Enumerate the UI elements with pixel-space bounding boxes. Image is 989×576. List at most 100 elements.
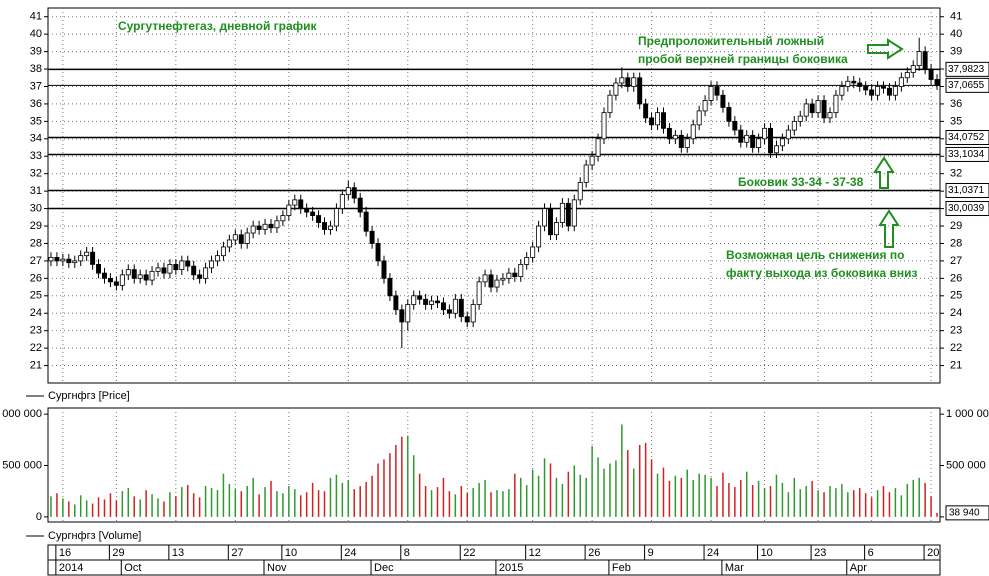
candle-body — [785, 129, 791, 140]
y-tick-label: 0 — [36, 511, 42, 523]
y-tick-label: 1 000 000 — [946, 408, 989, 420]
x-tick-label: 24 — [707, 547, 719, 559]
candle-body — [191, 265, 197, 276]
candle-body — [857, 82, 863, 87]
candle-body — [72, 260, 78, 264]
annotation: факту выхода из боковика вниз — [726, 266, 918, 280]
candle-body — [631, 77, 637, 87]
candle-body — [452, 298, 458, 314]
candle-body — [607, 94, 613, 114]
candle-body — [173, 263, 179, 271]
y-tick-label: 31 — [30, 185, 42, 197]
y-tick-label: 36 — [950, 98, 962, 110]
panel-label: Сургнфгз [Volume] — [48, 530, 141, 542]
candle-body — [916, 51, 922, 66]
level-label-box — [945, 130, 989, 146]
y-tick-label: 39 — [950, 46, 962, 58]
month-label: Apr — [850, 562, 867, 574]
y-tick-label: 36 — [30, 98, 42, 110]
candle-body — [292, 199, 298, 206]
candle-body — [571, 199, 577, 227]
y-tick-label: 25 — [950, 290, 962, 302]
candle-body — [494, 279, 500, 288]
annotation: Предпроложительный ложный — [638, 34, 824, 48]
candle-body — [280, 215, 286, 222]
candle-body — [744, 134, 750, 143]
candle-body — [286, 204, 292, 216]
candle-body — [119, 274, 125, 286]
candle-body — [66, 258, 72, 264]
candle-body — [637, 77, 643, 105]
price-panel — [47, 7, 941, 384]
candle-body — [197, 274, 203, 279]
candle-body — [214, 255, 220, 262]
candle-body — [381, 260, 387, 279]
candle-body — [107, 277, 113, 283]
last-volume-box — [945, 505, 989, 521]
y-tick-label: 41 — [950, 11, 962, 23]
y-tick-label: 24 — [30, 307, 42, 319]
y-tick-label: 34 — [30, 133, 42, 145]
x-tick-label: 10 — [285, 547, 297, 559]
y-tick-label: 30 — [30, 202, 42, 214]
candle-body — [548, 208, 553, 236]
candle-body — [696, 110, 702, 126]
candle-body — [565, 202, 571, 227]
x-tick-label: 9 — [648, 547, 654, 559]
candle-body — [155, 267, 161, 272]
candle-body — [827, 112, 833, 119]
candle-body — [244, 232, 250, 244]
level-label: 31,0371 — [948, 185, 985, 196]
x-tick-label: 13 — [172, 547, 184, 559]
candle-body — [363, 211, 369, 232]
level-label-box — [945, 201, 989, 217]
candle-body — [488, 274, 494, 288]
candle-body — [238, 234, 244, 244]
x-tick-label: 12 — [529, 547, 541, 559]
candle-body — [429, 300, 435, 305]
y-tick-label: 32 — [950, 168, 962, 180]
candle-body — [102, 272, 107, 279]
candle-body — [232, 234, 238, 241]
y-tick-label: 1 000 000 — [0, 408, 42, 420]
candle-body — [262, 223, 268, 230]
candle-body — [411, 295, 417, 305]
candle-body — [506, 272, 512, 279]
candle-body — [357, 197, 363, 213]
candle-body — [316, 215, 322, 223]
annotation: Сургутнефтегаз, дневной график — [118, 19, 318, 33]
candle-body — [209, 260, 215, 269]
candle-body — [881, 86, 886, 89]
candle-body — [333, 208, 339, 227]
arrow-right — [867, 38, 904, 60]
x-tick-label: 29 — [112, 547, 124, 559]
arrow-up — [873, 156, 895, 189]
candle-body — [672, 134, 678, 140]
candle-body — [738, 129, 744, 143]
y-tick-label: 25 — [30, 290, 42, 302]
y-tick-label: 27 — [30, 255, 42, 267]
x-tick-label: 8 — [404, 547, 410, 559]
candle-body — [220, 246, 226, 257]
y-tick-label: 22 — [950, 342, 962, 354]
candle-body — [179, 260, 185, 271]
candle-body — [922, 51, 928, 70]
level-label: 37,9823 — [948, 64, 985, 75]
candle-body — [708, 86, 714, 101]
candle-body — [666, 127, 672, 140]
candle-body — [440, 302, 446, 311]
arrow-up — [878, 209, 900, 248]
y-tick-label: 26 — [950, 272, 962, 284]
candle-body — [375, 243, 381, 262]
candle-body — [399, 309, 405, 323]
candle-body — [78, 255, 84, 262]
candle-body — [839, 86, 845, 96]
candle-body — [779, 138, 785, 147]
candle-body — [553, 222, 559, 236]
candle-body — [619, 77, 625, 84]
candle-body — [928, 68, 934, 80]
candle-body — [256, 225, 262, 230]
annotation: пробой верхней границы боковика — [638, 52, 848, 66]
y-tick-label: 35 — [30, 115, 42, 127]
candle-body — [821, 100, 827, 119]
